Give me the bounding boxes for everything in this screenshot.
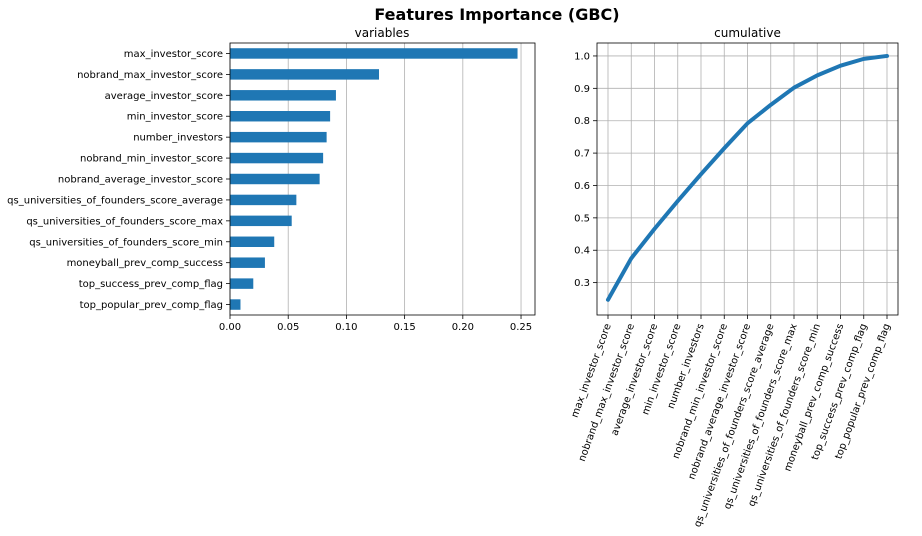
bar	[230, 69, 380, 80]
x-tick-label: 0.25	[510, 322, 532, 333]
y-tick-label: 0.9	[574, 84, 590, 95]
bar	[230, 278, 254, 289]
x-tick-label: 0.15	[393, 322, 415, 333]
plot-frame	[596, 42, 899, 316]
y-tick-label: qs_universities_of_founders_score_averag…	[7, 195, 223, 206]
bar	[230, 90, 336, 101]
y-tick-label: top_success_prev_comp_flag	[79, 279, 223, 290]
x-tick-label: 0.00	[219, 322, 241, 333]
bar	[230, 236, 275, 247]
y-tick-label: 0.5	[574, 213, 590, 224]
bar	[230, 173, 320, 185]
bar	[230, 111, 331, 122]
x-tick-label: 0.20	[452, 322, 474, 333]
y-tick-label: moneyball_prev_comp_success	[67, 258, 223, 269]
bar	[230, 194, 297, 206]
bar	[230, 257, 265, 268]
y-tick-label: min_investor_score	[127, 112, 223, 123]
bar	[230, 48, 518, 59]
y-tick-label: 0.3	[574, 278, 590, 289]
bar	[230, 215, 292, 227]
y-tick-label: 1.0	[574, 51, 590, 62]
y-tick-label: nobrand_min_investor_score	[80, 154, 223, 165]
y-tick-label: 0.6	[574, 181, 590, 192]
y-tick-label: average_investor_score	[105, 91, 223, 102]
bar	[230, 152, 324, 164]
line-chart: 0.30.40.50.60.70.80.91.0max_investor_sco…	[570, 42, 899, 529]
y-tick-label: qs_universities_of_founders_score_max	[26, 216, 223, 227]
y-tick-label: max_investor_score	[124, 49, 223, 60]
bar-chart: max_investor_score nobrand_max_investor_s…	[7, 42, 536, 333]
plot-frame	[229, 42, 536, 316]
bar	[230, 131, 327, 143]
y-tick-label: nobrand_max_investor_score	[77, 70, 223, 81]
y-tick-label: number_investors	[133, 133, 223, 144]
y-tick-label: nobrand_average_investor_score	[58, 175, 223, 186]
y-tick-label: top_popular_prev_comp_flag	[80, 300, 223, 311]
y-tick-label: 0.4	[574, 246, 590, 257]
figure-title: Features Importance (GBC)	[374, 5, 619, 24]
y-tick-label: 0.8	[574, 116, 590, 127]
bar-chart-title: variables	[355, 26, 410, 40]
x-tick-label: 0.05	[277, 322, 299, 333]
y-tick-label: qs_universities_of_founders_score_min	[29, 237, 223, 248]
x-tick-label: 0.10	[335, 322, 357, 333]
line-chart-title: cumulative	[714, 26, 781, 40]
y-tick-label: 0.7	[574, 149, 590, 160]
bar	[230, 299, 241, 310]
